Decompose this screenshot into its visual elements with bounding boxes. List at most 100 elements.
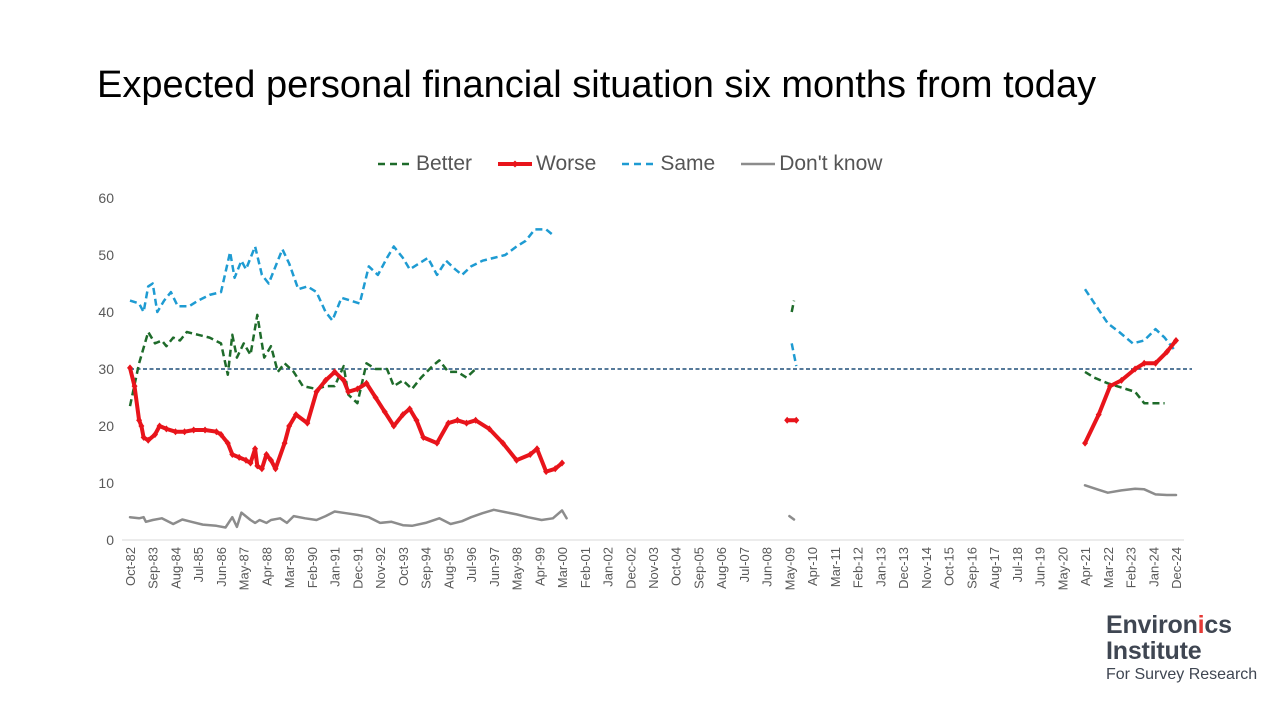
series-worse-point xyxy=(145,436,152,444)
series-same-line xyxy=(1083,288,1177,353)
series-worse-point xyxy=(1152,359,1159,367)
series-same-line xyxy=(790,343,798,367)
series-don-t-know-line xyxy=(1083,484,1178,497)
series-worse-point xyxy=(267,456,274,464)
x-tick-label: Aug-95 xyxy=(441,547,456,589)
series-worse-point xyxy=(413,416,420,424)
series-worse-point xyxy=(463,419,470,427)
x-tick-label: Oct-15 xyxy=(942,547,957,586)
series-worse-point xyxy=(1118,376,1125,384)
x-tick-label: Jan-91 xyxy=(328,547,343,587)
x-tick-label: Mar-89 xyxy=(282,547,297,588)
x-tick-label: Apr-21 xyxy=(1078,547,1093,586)
series-worse-point xyxy=(534,445,541,453)
series-worse-point xyxy=(190,426,197,434)
series-worse-line xyxy=(128,365,564,474)
legend-item-better: Better xyxy=(376,152,472,176)
x-tick-label: Feb-12 xyxy=(851,547,866,588)
series-better-line xyxy=(128,313,477,407)
x-tick-label: Sep-05 xyxy=(691,547,706,589)
x-tick-label: Aug-06 xyxy=(714,547,729,589)
series-worse-point xyxy=(1141,359,1148,367)
x-tick-label: Jul-96 xyxy=(464,547,479,582)
series-worse-point xyxy=(313,388,320,396)
series-worse-point xyxy=(1107,382,1114,390)
series-worse-point xyxy=(254,462,261,470)
series-worse-point xyxy=(354,385,361,393)
x-tick-label: Jun-86 xyxy=(214,547,229,587)
chart-title: Expected personal financial situation si… xyxy=(97,64,1097,106)
y-tick-label: 50 xyxy=(98,247,114,263)
logo-line-1: Environics xyxy=(1106,611,1232,639)
series-worse-point xyxy=(131,382,138,390)
logo-line-2: Institute xyxy=(1106,637,1202,665)
series-worse-point xyxy=(345,388,352,396)
series-worse-point xyxy=(1173,337,1179,344)
x-tick-label: Feb-01 xyxy=(578,547,593,588)
series-worse-point xyxy=(242,456,249,464)
series-worse-point xyxy=(543,468,550,476)
x-tick-label: Apr-10 xyxy=(805,547,820,586)
series-worse-point xyxy=(281,439,288,447)
chart-legend: Better Worse Same Don't know xyxy=(376,150,906,178)
x-tick-label: Dec-13 xyxy=(896,547,911,589)
x-tick-label: Mar-00 xyxy=(555,547,570,588)
x-tick-label: Mar-22 xyxy=(1101,547,1116,588)
series-worse-point xyxy=(406,405,413,413)
series-worse-point xyxy=(372,394,379,401)
logo-line-3: For Survey Research xyxy=(1106,666,1258,683)
y-tick-label: 0 xyxy=(106,532,114,548)
series-worse-point xyxy=(217,431,224,439)
x-tick-label: Dec-02 xyxy=(623,547,638,589)
series-same-line xyxy=(129,228,554,322)
series-worse-point xyxy=(527,451,534,458)
environics-logo: Environics Institute For Survey Research xyxy=(1106,612,1257,686)
x-tick-label: Sep-83 xyxy=(146,547,161,589)
x-tick-label: Feb-23 xyxy=(1124,547,1139,588)
series-better-line xyxy=(790,300,796,313)
legend-label: Same xyxy=(660,152,716,175)
x-tick-label: May-20 xyxy=(1055,547,1070,590)
series-worse-point xyxy=(1082,439,1089,447)
x-tick-label: Dec-91 xyxy=(350,547,365,589)
series-worse-point xyxy=(559,459,566,467)
y-tick-label: 20 xyxy=(98,418,114,434)
series-worse-point xyxy=(381,408,388,416)
x-tick-label: May-87 xyxy=(237,547,252,590)
series-don-t-know-line xyxy=(788,514,796,521)
x-tick-label: Jun-19 xyxy=(1033,547,1048,587)
series-worse-point xyxy=(172,428,179,436)
series-worse-point xyxy=(140,433,147,441)
series-worse-point xyxy=(322,376,329,384)
series-worse-point xyxy=(236,453,243,461)
series-worse-point xyxy=(258,465,265,473)
series-worse-point xyxy=(286,422,293,430)
x-tick-label: Apr-88 xyxy=(259,547,274,586)
x-tick-label: May-09 xyxy=(782,547,797,590)
series-worse-point xyxy=(202,426,209,434)
series-worse-point xyxy=(552,465,559,473)
x-tick-label: Nov-92 xyxy=(373,547,388,589)
series-better-line xyxy=(1084,370,1165,405)
x-tick-label: Aug-84 xyxy=(168,547,183,589)
series-worse-point xyxy=(513,456,520,464)
x-tick-label: Sep-94 xyxy=(419,547,434,589)
x-tick-label: Jun-97 xyxy=(487,547,502,587)
legend-label: Better xyxy=(416,152,473,175)
x-tick-label: Jun-08 xyxy=(760,547,775,587)
series-worse-point xyxy=(784,416,791,424)
series-worse-point xyxy=(472,416,479,424)
series-worse-point xyxy=(420,433,427,441)
x-tick-label: Sep-16 xyxy=(964,547,979,589)
x-tick-label: May-98 xyxy=(510,547,525,590)
legend-item-don-t-know: Don't know xyxy=(739,152,882,176)
legend-item-worse: Worse xyxy=(496,152,596,176)
x-tick-label: Jan-13 xyxy=(873,547,888,587)
series-worse-point xyxy=(229,451,236,458)
series-worse-point xyxy=(1163,348,1170,356)
legend-swatch xyxy=(741,162,776,166)
series-worse-point xyxy=(272,465,279,473)
x-tick-label: Jul-85 xyxy=(191,547,206,582)
series-worse-point xyxy=(136,416,143,424)
